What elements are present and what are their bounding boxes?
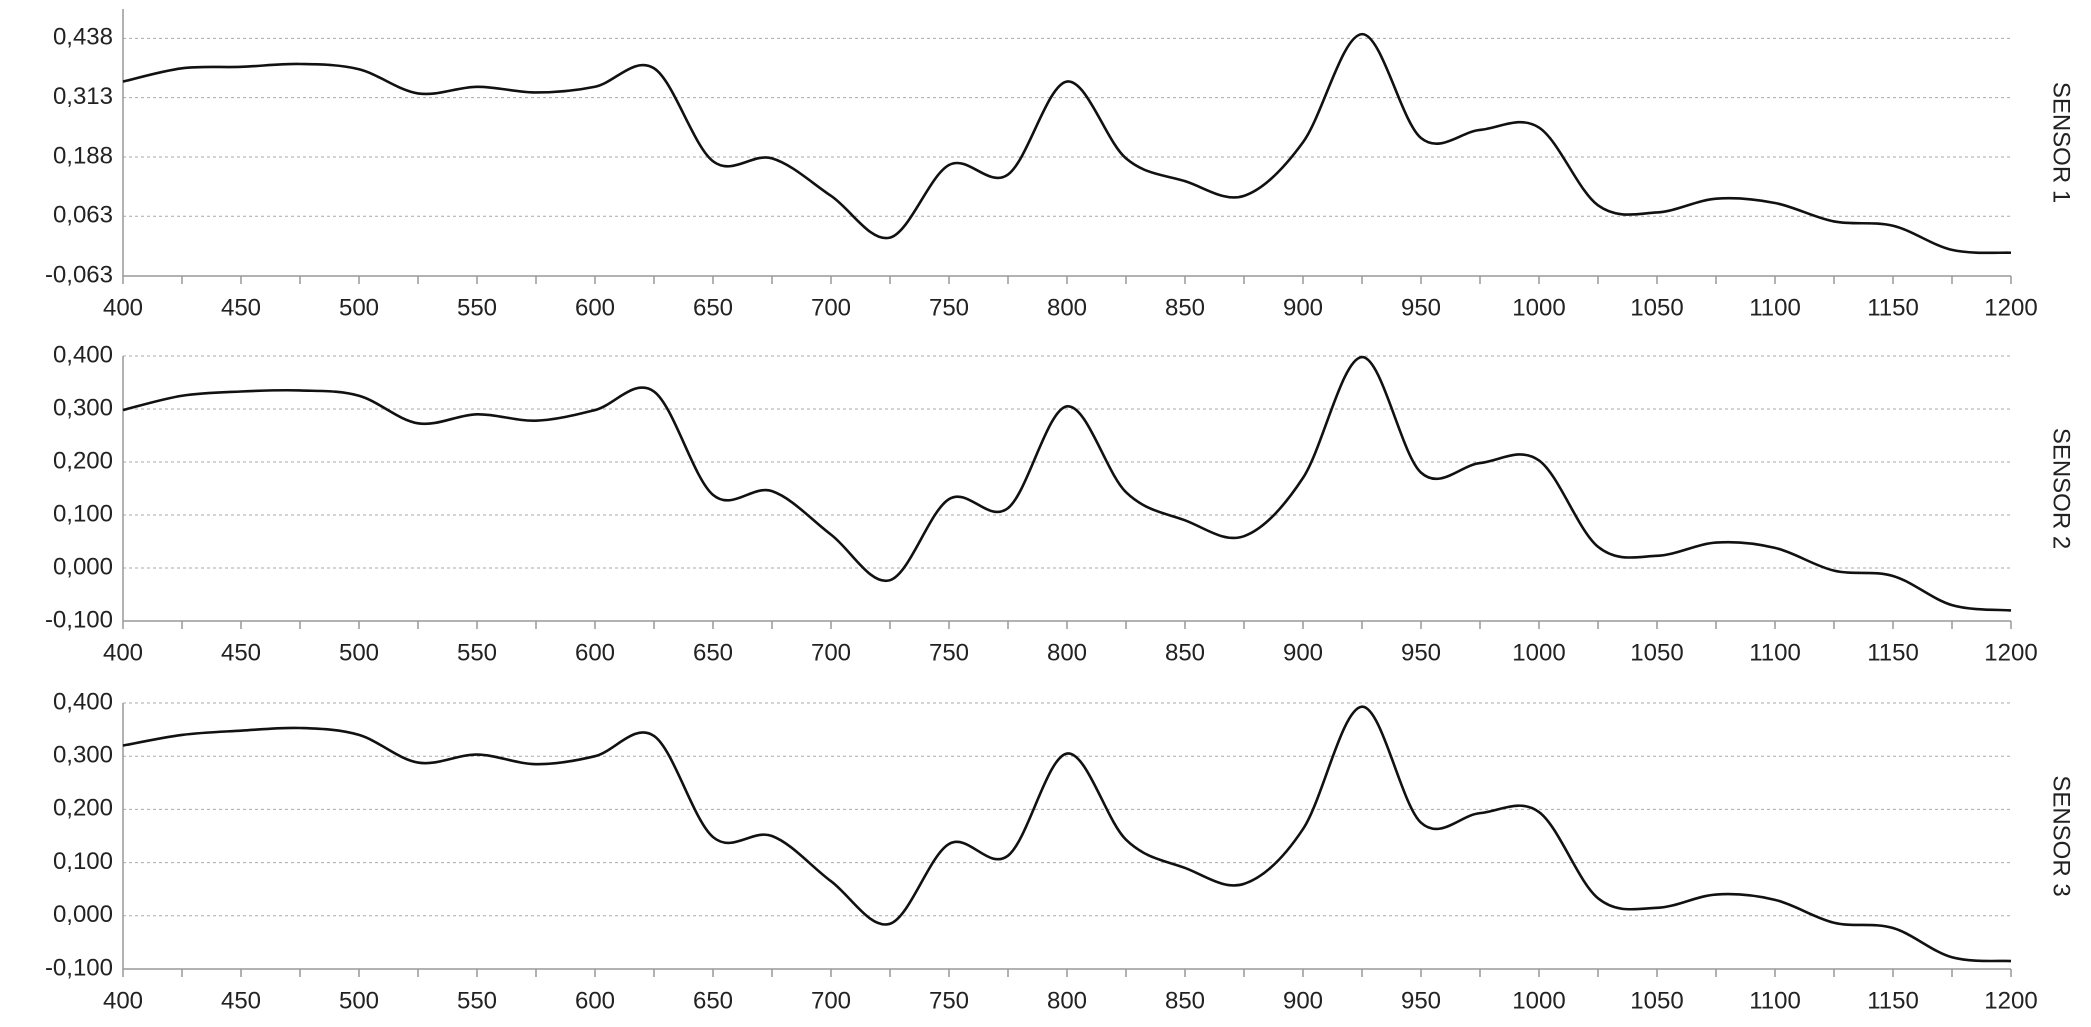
y-tick-label: -0,063: [45, 261, 113, 288]
y-tick-label: 0,200: [53, 795, 113, 822]
x-tick-label: 1100: [1749, 987, 1801, 1014]
y-tick-label: 0,000: [53, 901, 113, 928]
x-tick-label: 900: [1283, 639, 1323, 666]
x-tick-label: 1200: [1984, 639, 2037, 666]
x-tick-label: 1050: [1630, 294, 1683, 321]
x-tick-label: 650: [693, 639, 733, 666]
chart-panel: -0,100 0,000 0,100 0,200 0,300 0,400 400 450 500…: [45, 688, 2075, 1014]
x-tick-label: 1200: [1984, 294, 2037, 321]
x-tick-label: 500: [339, 987, 379, 1014]
x-tick-label: 600: [575, 294, 615, 321]
x-tick-label: 750: [929, 987, 969, 1014]
x-tick-label: 950: [1401, 987, 1441, 1014]
x-tick-label: 650: [693, 987, 733, 1014]
y-tick-label: 0,200: [53, 447, 113, 474]
x-tick-label: 600: [575, 639, 615, 666]
x-tick-label: 900: [1283, 987, 1323, 1014]
data-line: [122, 705, 2012, 963]
chart-panel: -0,100 0,000 0,100 0,200 0,300 0,400 400 450 500…: [45, 341, 2075, 666]
y-tick-label: 0,438: [53, 24, 113, 51]
x-tick-label: 1000: [1512, 639, 1565, 666]
x-tick-label: 550: [457, 987, 497, 1014]
chart-panel: -0,063 0,063 0,188 0,313 0,438 400 450 500 550 60…: [45, 9, 2075, 321]
x-tick-label: 1050: [1630, 987, 1683, 1014]
x-tick-label: 700: [811, 639, 851, 666]
x-tick-label: 550: [457, 294, 497, 321]
x-tick-label: 1000: [1512, 987, 1565, 1014]
x-tick-label: 400: [103, 294, 143, 321]
x-tick-label: 1150: [1867, 987, 1919, 1014]
y-tick-label: 0,063: [53, 202, 113, 229]
x-tick-label: 1150: [1867, 639, 1919, 666]
x-tick-label: 700: [811, 294, 851, 321]
x-tick-label: 500: [339, 294, 379, 321]
x-tick-label: 850: [1165, 639, 1205, 666]
y-tick-label: 0,400: [53, 341, 113, 368]
x-tick-label: 450: [221, 294, 261, 321]
y-tick-label: 0,100: [53, 848, 113, 875]
y-tick-label: 0,313: [53, 83, 113, 110]
y-tick-label: 0,400: [53, 688, 113, 715]
x-tick-label: 900: [1283, 294, 1323, 321]
x-tick-label: 1100: [1749, 294, 1801, 321]
x-tick-label: 700: [811, 987, 851, 1014]
x-tick-label: 450: [221, 987, 261, 1014]
x-tick-label: 1200: [1984, 987, 2037, 1014]
y-tick-label: 0,100: [53, 500, 113, 527]
y-tick-label: 0,300: [53, 394, 113, 421]
x-tick-label: 750: [929, 639, 969, 666]
data-line: [122, 355, 2012, 612]
x-tick-label: 400: [103, 639, 143, 666]
data-line: [122, 32, 2012, 255]
x-tick-label: 800: [1047, 987, 1087, 1014]
x-tick-label: 450: [221, 639, 261, 666]
x-tick-label: 650: [693, 294, 733, 321]
x-tick-label: 850: [1165, 987, 1205, 1014]
x-tick-label: 1100: [1749, 639, 1801, 666]
y-tick-label: 0,300: [53, 742, 113, 769]
x-tick-label: 550: [457, 639, 497, 666]
y-tick-label: -0,100: [45, 954, 113, 981]
x-tick-label: 400: [103, 987, 143, 1014]
x-tick-label: 800: [1047, 639, 1087, 666]
y-tick-label: 0,000: [53, 553, 113, 580]
x-tick-label: 800: [1047, 294, 1087, 321]
x-tick-label: 600: [575, 987, 615, 1014]
x-tick-label: 1050: [1630, 639, 1683, 666]
panel-label: SENSOR 3: [2048, 775, 2075, 896]
x-tick-label: 750: [929, 294, 969, 321]
y-tick-label: 0,188: [53, 142, 113, 169]
x-tick-label: 500: [339, 639, 379, 666]
x-tick-label: 950: [1401, 294, 1441, 321]
panel-label: SENSOR 1: [2048, 82, 2075, 203]
y-tick-label: -0,100: [45, 606, 113, 633]
x-tick-label: 1150: [1867, 294, 1919, 321]
panel-label: SENSOR 2: [2048, 428, 2075, 549]
x-tick-label: 1000: [1512, 294, 1565, 321]
x-tick-label: 950: [1401, 639, 1441, 666]
x-tick-label: 850: [1165, 294, 1205, 321]
